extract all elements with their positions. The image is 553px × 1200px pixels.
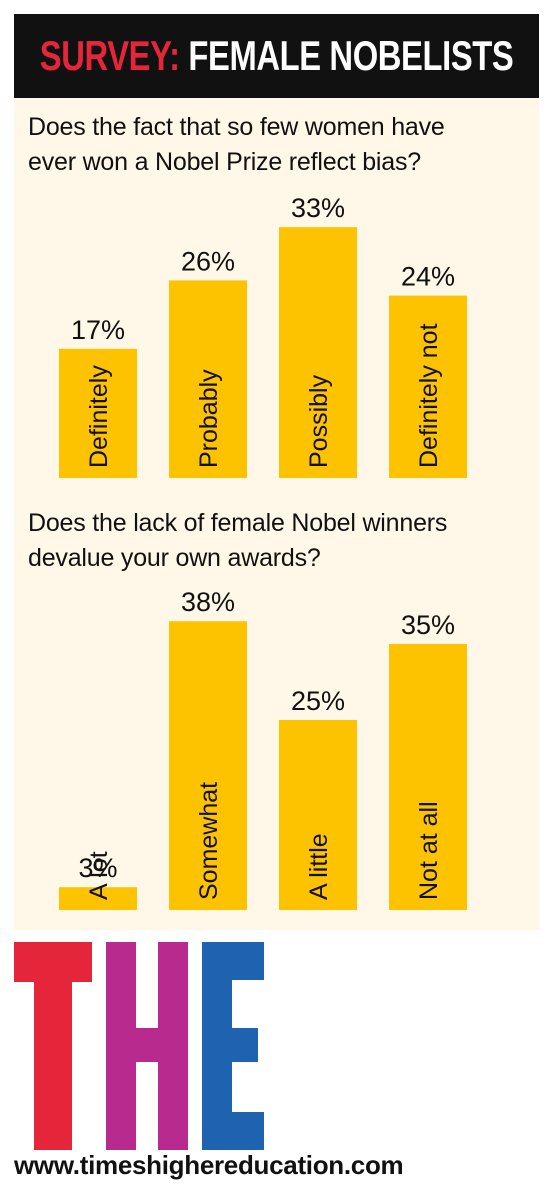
chart-1-title: Does the fact that so few women have eve…: [28, 110, 445, 180]
chart-1-bar-4: [389, 295, 467, 478]
website-url[interactable]: www.timeshighereducation.com: [14, 1150, 404, 1180]
header-text: SURVEY: FEMALE NOBELISTS: [40, 32, 514, 80]
chart-2-value-label-4: 35%: [401, 610, 455, 640]
header-title: FEMALE NOBELISTS: [188, 32, 514, 79]
chart-1-category-label-4: Definitely not: [415, 323, 443, 468]
chart-1-title-line-2: ever won a Nobel Prize reflect bias?: [28, 148, 421, 176]
chart-1-value-label-4: 24%: [401, 262, 455, 292]
chart-1-value-label-1: 17%: [71, 315, 125, 345]
chart-2-category-label-2: Somewhat: [195, 782, 223, 900]
chart-2-category-label-4: Not at all: [415, 801, 443, 900]
logo-h-middle: [106, 1028, 188, 1062]
chart-1-bar-2: [169, 280, 247, 478]
chart-2-bar-1: [59, 887, 137, 910]
header-prefix: SURVEY:: [39, 32, 180, 79]
logo-e-top: [202, 942, 264, 980]
logo-letter-h: [106, 942, 188, 1150]
chart-2-category-label-1: A lot: [85, 851, 113, 900]
logo-letter-t: [14, 942, 92, 1150]
chart-1-bars: 17% Definitely 26% Probably 33% Possibly 24% De…: [59, 193, 467, 478]
chart-2-bar-2: [169, 621, 247, 910]
chart-2-title-line-2: devalue your own awards?: [28, 544, 321, 572]
chart-1-value-label-3: 33%: [291, 193, 345, 223]
chart-2-value-label-1: 3%: [78, 853, 117, 883]
chart-2-category-label-3: A little: [305, 833, 333, 900]
header-banner: SURVEY: FEMALE NOBELISTS: [14, 14, 539, 98]
logo-e-middle: [202, 1028, 258, 1062]
chart-1-category-label-2: Probably: [195, 369, 223, 468]
chart-2-value-label-2: 38%: [181, 587, 235, 617]
chart-2-title-line-1: Does the lack of female Nobel winners: [28, 509, 448, 537]
chart-2-bars: 3%A lot 38% Somewhat 25% A little 35% Not at a…: [59, 587, 467, 910]
chart-1-title-line-1: Does the fact that so few women have: [28, 113, 445, 141]
chart-1-category-label-1: Definitely: [85, 365, 113, 468]
chart-1-category-label-3: Possibly: [305, 374, 333, 468]
logo-letter-e: [202, 942, 264, 1150]
chart-1-bar-3: [279, 227, 357, 478]
logo-t-stem: [34, 942, 72, 1150]
the-logo: [14, 942, 264, 1150]
chart-2-bar-4: [389, 644, 467, 910]
chart-2-bar-3: [279, 720, 357, 910]
chart-2-title: Does the lack of female Nobel winners de…: [28, 506, 447, 576]
logo-e-bottom: [202, 1112, 264, 1150]
chart-1-bar-1: [59, 348, 137, 478]
chart-2-value-label-3: 25%: [291, 686, 345, 716]
chart-panel: Does the fact that so few women have eve…: [14, 98, 539, 930]
chart-1-value-label-2: 26%: [181, 246, 235, 276]
